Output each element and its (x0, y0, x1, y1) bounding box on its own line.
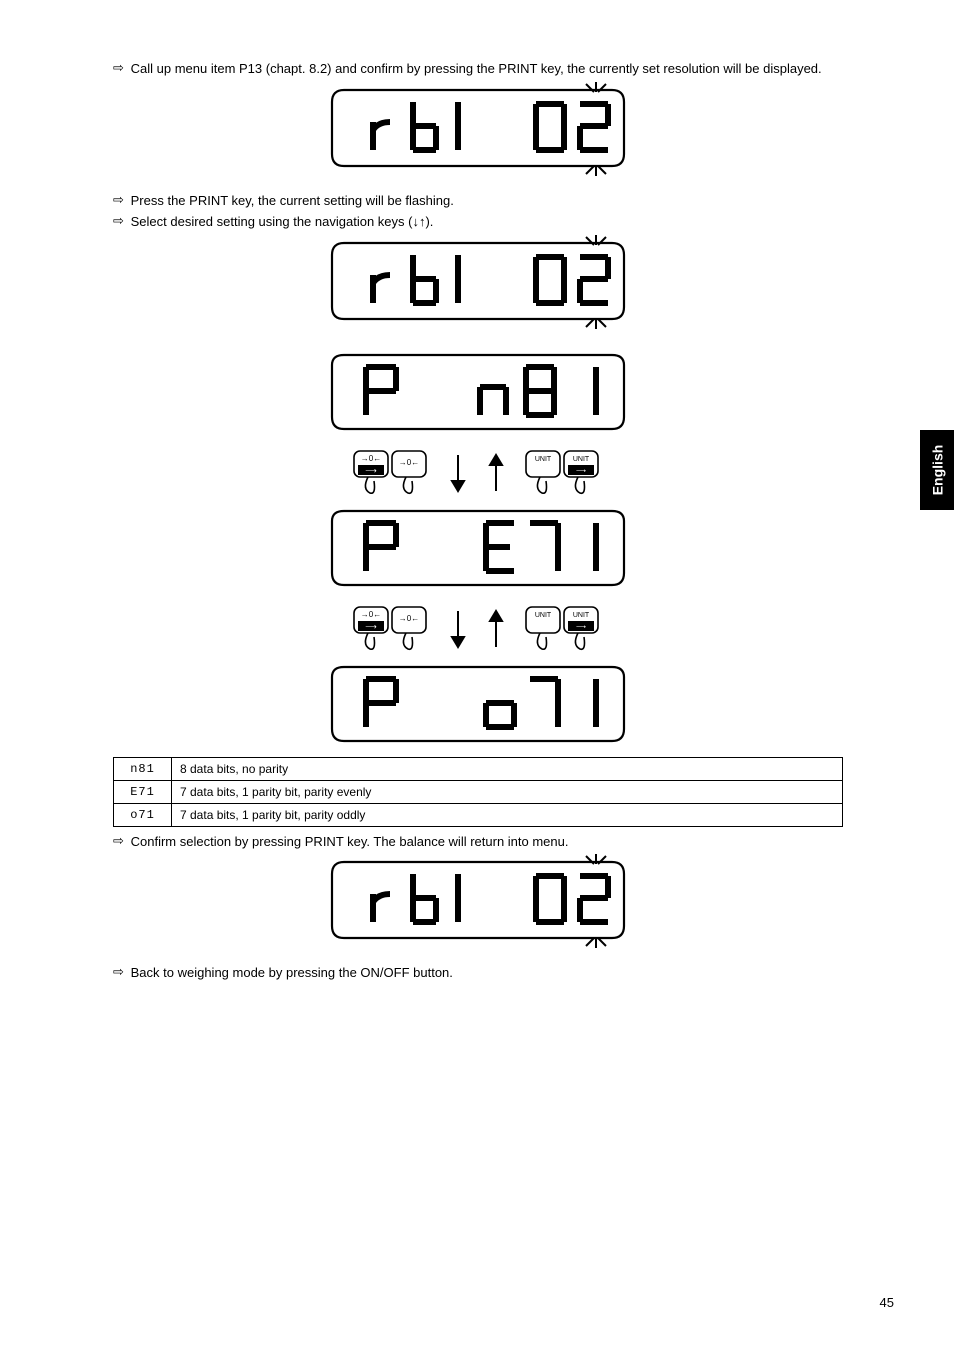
mode-code: n81 (114, 757, 172, 780)
arrow-icon: ⇨ (113, 60, 127, 76)
svg-text:→0←: →0← (361, 454, 381, 463)
step-2b-text: Select desired setting using the navigat… (131, 213, 831, 231)
svg-text:UNIT: UNIT (573, 612, 590, 619)
svg-text:⟶: ⟶ (365, 622, 377, 631)
step-1-text: Call up menu item P13 (chapt. 8.2) and c… (131, 60, 831, 78)
lcd-rbl02-3 (113, 854, 843, 954)
arrow-icon: ⇨ (113, 833, 127, 849)
svg-text:→0←: →0← (361, 610, 381, 619)
svg-text:⟶: ⟶ (576, 468, 586, 475)
mode-desc: 7 data bits, 1 parity bit, parity oddly (172, 803, 843, 826)
lcd-rbl02-1 (113, 82, 843, 182)
language-tab-label: English (929, 445, 945, 496)
arrow-icon: ⇨ (113, 964, 127, 980)
step-2a-text: Press the PRINT key, the current setting… (131, 192, 831, 210)
svg-text:→0←: →0← (399, 614, 419, 623)
mode-desc: 8 data bits, no parity (172, 757, 843, 780)
language-tab: English (920, 430, 954, 510)
svg-text:UNIT: UNIT (535, 612, 552, 619)
step-3-text: Confirm selection by pressing PRINT key.… (131, 833, 831, 851)
lcd-p-o71 (113, 663, 843, 747)
lcd-rbl02-2 (113, 235, 843, 335)
page-content: ⇨ Call up menu item P13 (chapt. 8.2) and… (113, 60, 843, 986)
svg-text:UNIT: UNIT (535, 456, 552, 463)
table-row: n81 8 data bits, no parity (114, 757, 843, 780)
step-1: ⇨ Call up menu item P13 (chapt. 8.2) and… (113, 60, 843, 78)
table-row: E71 7 data bits, 1 parity bit, parity ev… (114, 780, 843, 803)
step-4-text: Back to weighing mode by pressing the ON… (131, 964, 831, 982)
arrow-icon: ⇨ (113, 213, 127, 229)
svg-text:⟶: ⟶ (576, 624, 586, 631)
svg-text:UNIT: UNIT (573, 456, 590, 463)
step-4: ⇨ Back to weighing mode by pressing the … (113, 964, 843, 982)
modes-table: n81 8 data bits, no parity E71 7 data bi… (113, 757, 843, 827)
keyrow-1: →0← ⟶ →0← UNIT UNIT ⟶ (113, 445, 843, 501)
keyrow-2: →0← ⟶ →0← UNIT UNIT ⟶ (113, 601, 843, 657)
svg-text:⟶: ⟶ (365, 466, 377, 475)
table-row: o71 7 data bits, 1 parity bit, parity od… (114, 803, 843, 826)
step-3: ⇨ Confirm selection by pressing PRINT ke… (113, 833, 843, 851)
mode-desc: 7 data bits, 1 parity bit, parity evenly (172, 780, 843, 803)
mode-code: E71 (114, 780, 172, 803)
svg-text:→0←: →0← (399, 458, 419, 467)
mode-code: o71 (114, 803, 172, 826)
lcd-p-e71 (113, 507, 843, 591)
step-2a: ⇨ Press the PRINT key, the current setti… (113, 192, 843, 210)
lcd-p-n81 (113, 351, 843, 435)
page-number: 45 (880, 1295, 894, 1310)
step-2b: ⇨ Select desired setting using the navig… (113, 213, 843, 231)
arrow-icon: ⇨ (113, 192, 127, 208)
